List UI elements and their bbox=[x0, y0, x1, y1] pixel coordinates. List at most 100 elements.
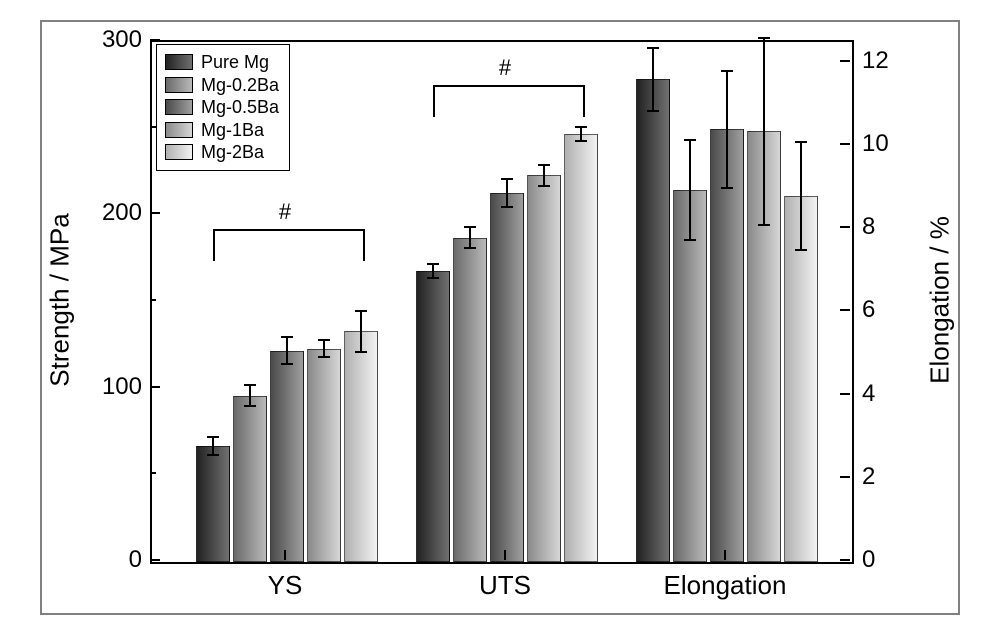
bar bbox=[307, 349, 341, 562]
legend-item: Pure Mg bbox=[165, 51, 279, 74]
ytick-right bbox=[840, 309, 850, 311]
error-cap bbox=[318, 339, 330, 341]
ytick-label-left: 0 bbox=[129, 546, 142, 574]
legend-item: Mg-2Ba bbox=[165, 141, 279, 164]
ytick-left-minor bbox=[150, 126, 156, 128]
ytick-label-right: 0 bbox=[862, 546, 875, 574]
error-cap bbox=[244, 405, 256, 407]
error-cap bbox=[684, 239, 696, 241]
xtick bbox=[284, 550, 286, 560]
y-axis-label-left: Strength / MPa bbox=[45, 213, 76, 386]
error-cap bbox=[575, 140, 587, 142]
error-cap bbox=[575, 126, 587, 128]
bar bbox=[564, 134, 598, 562]
xtick bbox=[724, 550, 726, 560]
legend-swatch bbox=[165, 122, 193, 138]
error-cap bbox=[538, 185, 550, 187]
error-cap bbox=[501, 206, 513, 208]
bar bbox=[636, 79, 670, 562]
error-bar bbox=[800, 142, 802, 250]
x-category-label: Elongation bbox=[664, 570, 787, 601]
bar bbox=[270, 351, 304, 562]
legend-swatch bbox=[165, 77, 193, 93]
ytick-left-minor bbox=[150, 299, 156, 301]
error-bar bbox=[249, 385, 251, 406]
x-category-label: UTS bbox=[479, 570, 531, 601]
xtick bbox=[504, 550, 506, 560]
error-bar bbox=[360, 311, 362, 353]
legend-label: Mg-2Ba bbox=[201, 141, 264, 164]
bar bbox=[344, 331, 378, 562]
ytick-right bbox=[840, 393, 850, 395]
error-cap bbox=[207, 454, 219, 456]
significance-bracket bbox=[433, 85, 585, 117]
ytick-label-right: 10 bbox=[862, 130, 889, 158]
ytick-right bbox=[840, 143, 850, 145]
y-axis-label-right: Elongation / % bbox=[925, 216, 956, 384]
bar bbox=[673, 190, 707, 562]
legend-label: Mg-0.5Ba bbox=[201, 96, 279, 119]
error-bar bbox=[212, 437, 214, 454]
ytick-right bbox=[840, 60, 850, 62]
ytick-right bbox=[840, 226, 850, 228]
error-cap bbox=[427, 277, 439, 279]
error-cap bbox=[795, 249, 807, 251]
bar bbox=[233, 396, 267, 562]
bar bbox=[710, 129, 744, 562]
legend-swatch bbox=[165, 99, 193, 115]
error-cap bbox=[427, 263, 439, 265]
error-bar bbox=[580, 127, 582, 141]
error-cap bbox=[355, 351, 367, 353]
error-cap bbox=[538, 164, 550, 166]
error-bar bbox=[543, 165, 545, 186]
error-cap bbox=[281, 336, 293, 338]
legend-label: Mg-0.2Ba bbox=[201, 74, 279, 97]
legend-swatch bbox=[165, 144, 193, 160]
significance-bracket bbox=[213, 229, 365, 261]
error-bar bbox=[763, 38, 765, 225]
error-bar bbox=[689, 140, 691, 240]
error-bar bbox=[726, 71, 728, 187]
ytick-label-right: 8 bbox=[862, 213, 875, 241]
error-bar bbox=[286, 337, 288, 365]
legend-item: Mg-0.5Ba bbox=[165, 96, 279, 119]
significance-label: # bbox=[499, 55, 511, 81]
error-cap bbox=[758, 37, 770, 39]
bar bbox=[416, 271, 450, 562]
ytick-right bbox=[840, 476, 850, 478]
error-cap bbox=[647, 47, 659, 49]
ytick-left bbox=[150, 386, 160, 388]
error-cap bbox=[244, 384, 256, 386]
legend: Pure MgMg-0.2BaMg-0.5BaMg-1BaMg-2Ba bbox=[156, 44, 290, 171]
error-cap bbox=[464, 247, 476, 249]
ytick-left-minor bbox=[150, 472, 156, 474]
x-category-label: YS bbox=[268, 570, 303, 601]
legend-item: Mg-1Ba bbox=[165, 119, 279, 142]
error-cap bbox=[207, 436, 219, 438]
ytick-right bbox=[840, 559, 850, 561]
ytick-label-left: 100 bbox=[102, 373, 142, 401]
error-bar bbox=[469, 227, 471, 248]
error-bar bbox=[652, 48, 654, 110]
legend-swatch bbox=[165, 54, 193, 70]
ytick-label-right: 4 bbox=[862, 380, 875, 408]
error-cap bbox=[684, 139, 696, 141]
legend-item: Mg-0.2Ba bbox=[165, 74, 279, 97]
ytick-left bbox=[150, 212, 160, 214]
legend-label: Mg-1Ba bbox=[201, 119, 264, 142]
error-cap bbox=[795, 141, 807, 143]
bar bbox=[453, 238, 487, 562]
error-cap bbox=[464, 226, 476, 228]
ytick-left bbox=[150, 39, 160, 41]
error-cap bbox=[721, 187, 733, 189]
error-cap bbox=[318, 356, 330, 358]
ytick-label-right: 6 bbox=[862, 296, 875, 324]
ytick-label-right: 12 bbox=[862, 47, 889, 75]
bar bbox=[527, 175, 561, 562]
ytick-label-right: 2 bbox=[862, 463, 875, 491]
ytick-label-left: 300 bbox=[102, 26, 142, 54]
error-cap bbox=[647, 110, 659, 112]
error-cap bbox=[721, 70, 733, 72]
error-bar bbox=[506, 179, 508, 207]
error-bar bbox=[323, 340, 325, 357]
